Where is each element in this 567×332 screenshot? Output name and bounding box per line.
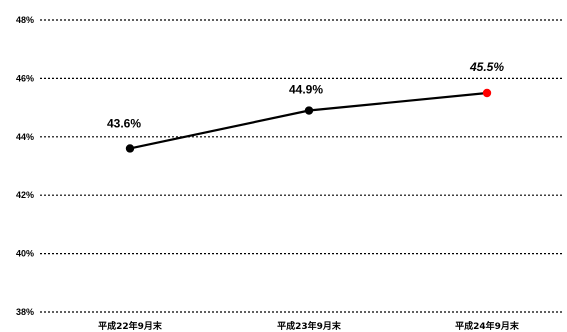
gridlines — [40, 19, 563, 313]
data-points — [125, 88, 492, 153]
x-axis-category-labels: 平成22年9月末 平成23年9月末 平成24年9月末 — [98, 320, 520, 332]
y-tick-label-42: 42% — [16, 190, 34, 200]
data-label-0: 43.6% — [107, 116, 141, 130]
series-line-group — [129, 91, 488, 150]
data-label-2: 45.5% — [469, 60, 504, 74]
data-point-0 — [125, 144, 135, 153]
y-tick-label-46: 46% — [16, 73, 34, 83]
y-axis-tick-labels: 38% 40% 42% 44% 46% 48% — [16, 15, 34, 317]
y-tick-label-38: 38% — [16, 307, 34, 317]
y-tick-label-48: 48% — [16, 15, 34, 25]
y-tick-label-40: 40% — [16, 249, 34, 259]
x-category-label-2: 平成24年9月末 — [455, 320, 520, 332]
data-point-2 — [482, 88, 492, 98]
series-line — [129, 91, 488, 150]
x-category-label-0: 平成22年9月末 — [98, 320, 163, 332]
data-label-1: 44.9% — [289, 83, 323, 97]
x-category-label-1: 平成23年9月末 — [277, 320, 342, 332]
y-tick-label-44: 44% — [16, 132, 34, 142]
data-point-1 — [304, 106, 314, 115]
data-labels: 43.6% 44.9% 45.5% — [107, 60, 504, 130]
